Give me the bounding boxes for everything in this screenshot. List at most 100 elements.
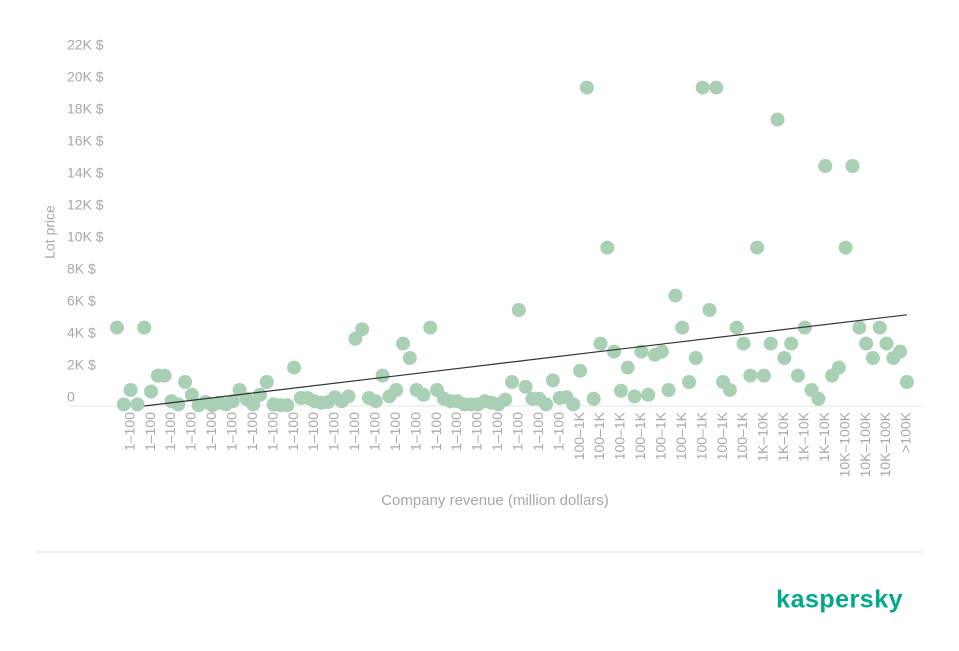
data-point <box>613 383 628 398</box>
data-point <box>157 368 172 383</box>
x-tick-label: 1–100 <box>142 412 158 451</box>
data-point <box>634 344 649 359</box>
x-tick-label: 1–100 <box>285 412 301 451</box>
data-point <box>253 387 268 402</box>
x-tick-label: 1–100 <box>428 412 444 451</box>
data-point <box>579 80 594 95</box>
data-point <box>831 360 846 375</box>
data-point <box>137 320 152 335</box>
x-tick-label: 100–1K <box>571 411 587 460</box>
data-point <box>668 288 683 303</box>
data-point <box>511 303 526 317</box>
data-point <box>709 80 724 95</box>
data-point <box>675 320 690 335</box>
data-point <box>368 394 383 409</box>
y-tick-label: 14K $ <box>67 165 104 181</box>
data-point <box>287 360 302 375</box>
data-point <box>178 375 193 389</box>
data-point <box>682 375 697 389</box>
data-point <box>573 363 588 378</box>
data-point <box>688 351 703 365</box>
x-tick-label: 1K–10K <box>796 411 812 461</box>
x-tick-label: 1–100 <box>509 412 525 451</box>
data-point <box>123 383 138 397</box>
data-point <box>899 375 914 389</box>
x-tick-label: 1–100 <box>530 412 546 451</box>
x-tick-label: 10K–100K <box>836 411 852 477</box>
data-point <box>504 375 519 389</box>
y-tick-label: 2K $ <box>67 357 96 373</box>
x-tick-label: 100–1K <box>632 411 648 460</box>
data-point <box>811 391 826 406</box>
x-tick-label: 1K–10K <box>816 411 832 461</box>
x-axis-label: Company revenue (million dollars) <box>381 492 609 509</box>
data-point <box>763 336 778 351</box>
data-point <box>110 320 124 335</box>
x-tick-label: 1–100 <box>387 412 403 451</box>
data-point <box>171 397 186 412</box>
x-tick-label: 1–100 <box>469 412 485 451</box>
x-tick-label: 1–100 <box>346 412 362 451</box>
trend-line <box>144 314 908 407</box>
x-tick-label: 1–100 <box>448 412 464 451</box>
x-tick-label: 1–100 <box>223 412 239 451</box>
data-point <box>865 351 880 365</box>
data-point <box>225 394 240 409</box>
data-point <box>845 159 860 173</box>
data-point <box>375 368 390 383</box>
data-point <box>416 387 431 402</box>
x-tick-label: 100–1K <box>612 411 628 460</box>
data-point <box>750 240 765 255</box>
x-tick-label: 100–1K <box>653 411 669 460</box>
y-tick-label: 16K $ <box>67 133 104 149</box>
data-point <box>566 397 581 412</box>
data-point <box>852 320 867 335</box>
y-tick-label: 6K $ <box>67 293 96 309</box>
data-point <box>600 240 615 255</box>
x-tick-label: 1–100 <box>162 412 178 451</box>
x-tick-label: 1–100 <box>366 412 382 451</box>
y-tick-label: 18K $ <box>67 101 104 117</box>
x-tick-label: 1–100 <box>203 412 219 451</box>
data-point <box>695 80 710 95</box>
x-tick-label: 1K–10K <box>775 411 791 461</box>
data-point <box>498 392 513 407</box>
data-point <box>423 320 438 335</box>
data-point <box>661 383 676 397</box>
x-tick-label: 1–100 <box>305 412 321 451</box>
data-point <box>736 336 751 351</box>
data-point <box>879 336 894 351</box>
x-tick-label: 1–100 <box>550 412 566 451</box>
data-point <box>539 397 554 412</box>
data-point <box>593 336 608 351</box>
data-point <box>756 368 771 383</box>
x-tick-label: 100–1K <box>591 411 607 460</box>
data-point <box>654 344 669 359</box>
y-tick-label: 4K $ <box>67 325 96 341</box>
data-point <box>402 351 417 365</box>
x-tick-label: 1–100 <box>264 412 280 451</box>
data-point <box>872 320 887 335</box>
data-point <box>355 322 370 337</box>
data-point <box>130 397 145 412</box>
x-tick-label: 100–1K <box>734 411 750 460</box>
brand-logo: kaspersky <box>776 586 903 614</box>
data-point <box>518 379 533 394</box>
data-point <box>743 368 758 383</box>
data-point <box>144 384 159 399</box>
data-point <box>784 336 799 351</box>
data-point <box>641 387 656 402</box>
data-point <box>722 383 737 397</box>
data-point <box>341 389 356 404</box>
data-point <box>116 397 131 412</box>
data-point <box>396 336 411 351</box>
data-point <box>770 112 785 127</box>
data-point <box>184 387 199 402</box>
x-tick-label: 1–100 <box>121 412 137 451</box>
y-tick-label: 0 <box>67 389 75 405</box>
data-point <box>545 373 560 388</box>
x-tick-label: 10K–100K <box>857 411 873 477</box>
y-tick-label: 22K $ <box>67 37 104 53</box>
data-point <box>838 240 853 255</box>
data-point <box>818 159 833 173</box>
